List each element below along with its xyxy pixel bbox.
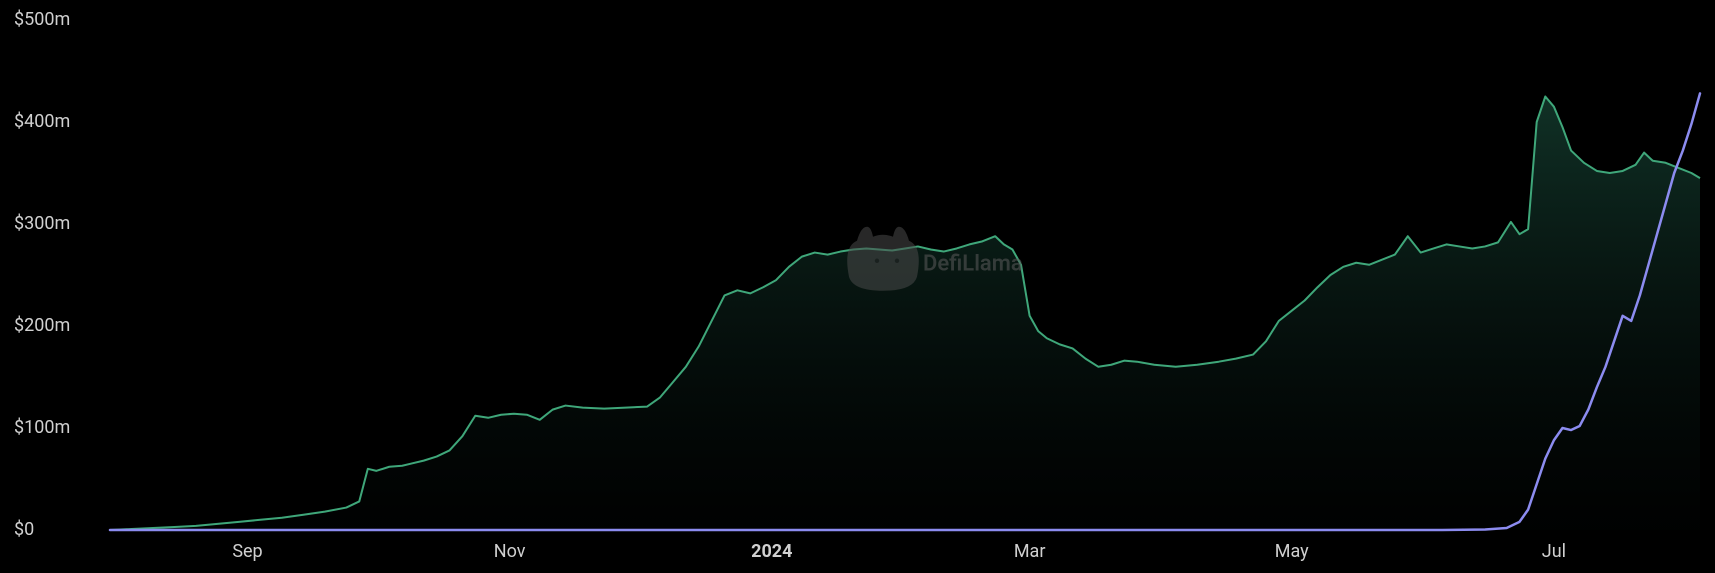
x-axis-tick-label: Nov (494, 541, 526, 562)
x-axis-tick-label: 2024 (751, 541, 792, 562)
x-axis-tick-label: Sep (232, 541, 262, 562)
y-axis-tick-label: $100m (14, 417, 70, 438)
y-axis-tick-label: $300m (14, 213, 70, 234)
x-axis-tick-label: May (1275, 541, 1309, 562)
tvl-chart[interactable]: $0 $100m $200m $300m $400m $500m DefiLlama Sep N… (0, 0, 1715, 573)
watermark-text: DefiLlama (923, 252, 1023, 277)
y-axis-tick-label: $400m (14, 111, 70, 132)
x-axis-tick-label: Mar (1014, 541, 1046, 562)
x-axis-tick-label: Jul (1542, 541, 1566, 562)
y-axis-tick-label: $200m (14, 315, 70, 336)
y-axis-tick-label: $500m (14, 9, 70, 30)
y-axis-tick-label: $0 (14, 519, 34, 540)
